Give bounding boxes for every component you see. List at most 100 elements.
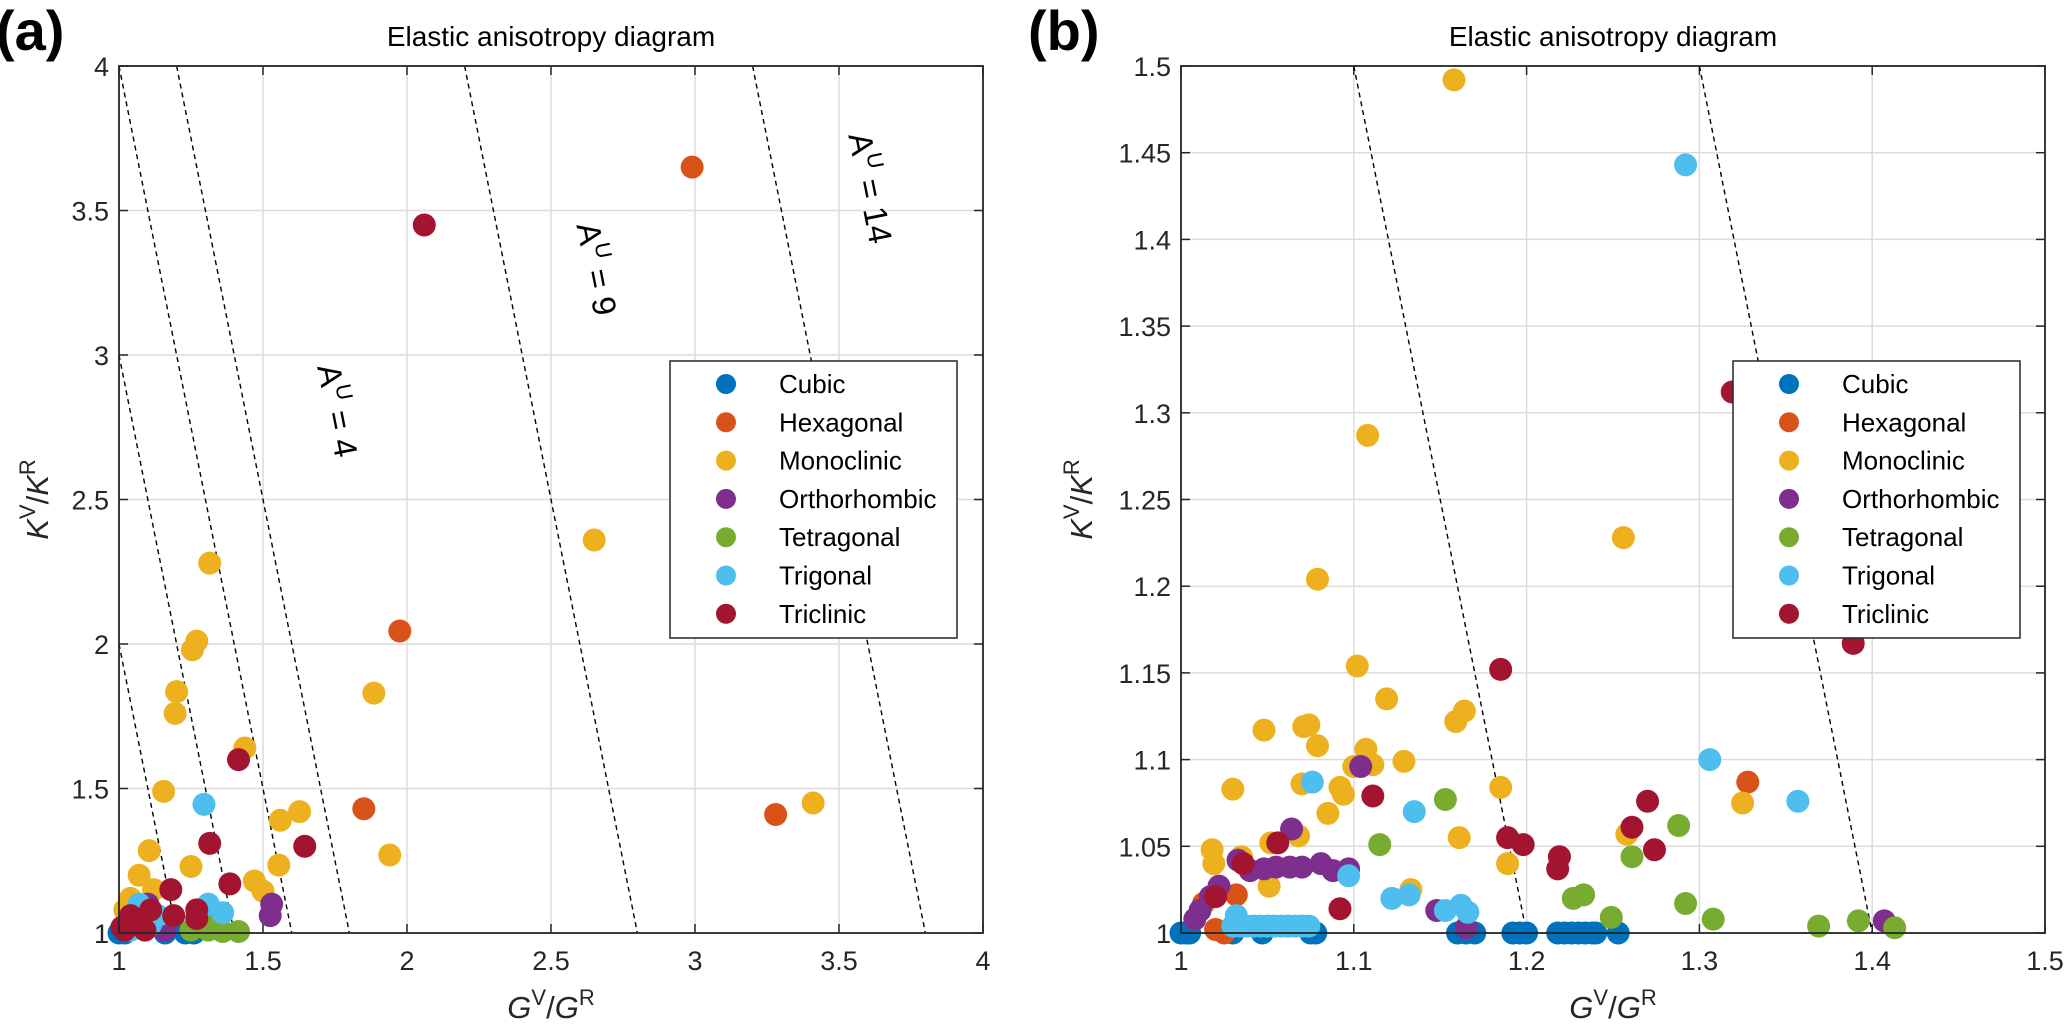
x-label-g: G [1569, 990, 1593, 1025]
data-point-triclinic [1620, 815, 1644, 839]
annotation-label: AU = 9 [570, 219, 629, 319]
y-axis-label: KV/KR [1059, 459, 1099, 540]
data-point-triclinic [185, 907, 209, 931]
data-point-triclinic [1231, 852, 1255, 876]
legend-label: Monoclinic [779, 446, 902, 476]
data-point-hexagonal [1736, 770, 1760, 794]
axes-box [1180, 65, 2046, 934]
data-point-triclinic [1489, 657, 1513, 681]
data-point-hexagonal [680, 155, 704, 179]
annotation-rest: = 4 [318, 398, 365, 460]
data-point-monoclinic [180, 638, 204, 662]
data-point-triclinic [1204, 885, 1228, 909]
legend-marker-cubic [716, 374, 736, 394]
chart-panel-b: (b) Elastic anisotropy diagram 1 1.1 1.2 1.3 1… [1028, 0, 2064, 1025]
legend-label: Orthorhombic [1842, 484, 2000, 514]
data-point-monoclinic [1489, 775, 1513, 799]
data-point-monoclinic [1345, 654, 1369, 678]
y-label-sup: V [1059, 504, 1084, 519]
y-tick-label: 1.3 [1133, 399, 1171, 429]
legend-marker-tetragonal [716, 527, 736, 548]
iso-anisotropy-line [463, 65, 639, 934]
x-label-sup: V [531, 985, 546, 1010]
data-point-triclinic [1546, 857, 1570, 881]
x-label-sup: V [1593, 985, 1608, 1010]
x-tick-label: 3 [687, 946, 702, 976]
legend-label: Hexagonal [1842, 407, 1966, 437]
data-point-tetragonal [1674, 892, 1698, 916]
data-point-tetragonal [1599, 905, 1623, 929]
data-point-monoclinic [137, 839, 161, 863]
legend-marker-orthorhombic [716, 488, 736, 509]
chart-title: Elastic anisotropy diagram [387, 21, 715, 52]
y-tick-label: 1.05 [1118, 832, 1171, 862]
y-label-sep: / [1064, 495, 1099, 504]
data-point-triclinic [218, 872, 242, 896]
annotation-rest: = 9 [577, 256, 624, 318]
x-tick-label: 1 [111, 946, 126, 976]
x-label-g: G [555, 990, 579, 1025]
data-point-trigonal [211, 901, 235, 925]
y-tick-label: 1.5 [71, 775, 109, 805]
data-point-tetragonal [227, 920, 251, 944]
data-point-monoclinic [1306, 734, 1330, 758]
x-tick-label: 1.5 [2026, 946, 2064, 976]
iso-anisotropy-line [1353, 65, 1528, 934]
x-tick-label: 3.5 [820, 946, 858, 976]
data-point-monoclinic [198, 551, 222, 575]
x-label-g: G [1617, 990, 1641, 1025]
data-point-triclinic [1636, 789, 1660, 813]
legend-marker-hexagonal [716, 412, 736, 433]
x-label-sep: / [1608, 990, 1617, 1025]
data-point-monoclinic [801, 791, 825, 815]
x-axis-label: GV/GR [507, 985, 594, 1025]
data-point-trigonal [192, 792, 216, 816]
x-tick-label: 1.1 [1335, 946, 1373, 976]
y-label-sep: / [20, 495, 55, 504]
data-point-monoclinic [1257, 874, 1281, 898]
legend: Cubic Hexagonal Monoclinic Orthorhombic Tetr… [1732, 360, 2021, 639]
y-tick-label: 1.15 [1118, 659, 1171, 689]
x-label-sep: / [546, 990, 555, 1025]
legend-marker-orthorhombic [1779, 488, 1799, 509]
data-point-monoclinic [152, 779, 176, 803]
data-point-triclinic [110, 915, 134, 939]
iso-anisotropy-line [175, 65, 351, 934]
y-tick-label: 2 [94, 630, 109, 660]
x-axis-label: GV/GR [1569, 985, 1656, 1025]
y-tick-label: 3.5 [71, 197, 109, 227]
y-label-k: K [20, 518, 55, 540]
data-point-hexagonal [352, 797, 376, 821]
legend-label: Trigonal [1842, 561, 1935, 591]
data-point-monoclinic [1221, 777, 1245, 801]
legend-label: Orthorhombic [779, 484, 937, 514]
legend-label: Triclinic [779, 599, 866, 629]
annotation-sup: U [590, 240, 618, 260]
panel-label: (a) [0, 0, 64, 62]
y-label-sup: R [1059, 459, 1084, 475]
data-point-tetragonal [1620, 845, 1644, 869]
data-point-triclinic [198, 831, 222, 855]
axes-box [118, 65, 984, 934]
data-point-tetragonal [1883, 916, 1907, 940]
legend-label: Tetragonal [779, 522, 900, 552]
data-point-tetragonal [1846, 909, 1870, 933]
annotation-rest: = 14 [849, 167, 900, 247]
data-point-monoclinic [582, 528, 606, 552]
chart-panel-a: (a) Elastic anisotropy diagram 1 1.5 2 2.5 3 3.… [0, 0, 991, 1025]
chart-title: Elastic anisotropy diagram [1449, 21, 1777, 52]
legend-label: Trigonal [779, 561, 872, 591]
data-point-monoclinic [378, 843, 402, 867]
x-tick-label: 1.5 [244, 946, 282, 976]
data-point-monoclinic [288, 800, 312, 824]
legend-label: Cubic [1842, 369, 1908, 399]
data-point-trigonal [1397, 883, 1421, 907]
x-tick-label: 2.5 [532, 946, 570, 976]
y-tick-label: 1.5 [1133, 52, 1171, 82]
data-point-triclinic [293, 834, 317, 858]
legend-marker-monoclinic [716, 450, 736, 471]
y-tick-label: 3 [94, 341, 109, 371]
data-point-tetragonal [1667, 813, 1691, 837]
legend-marker-monoclinic [1779, 450, 1799, 471]
